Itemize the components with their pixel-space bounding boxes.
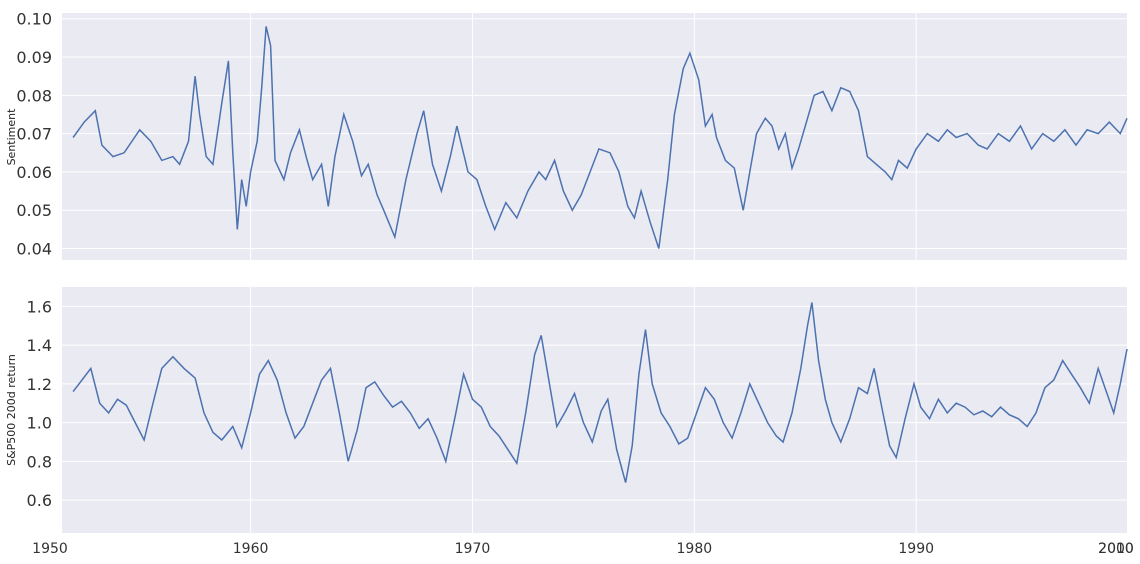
x-tick-label: 1970 [455, 541, 491, 557]
sp500-return-y-tick-label: 1.6 [27, 297, 52, 316]
sentiment-y-tick-label: 0.04 [16, 240, 52, 259]
sp500-return-y-tick-label: 1.2 [27, 375, 52, 394]
x-tick-label: 1950 [32, 541, 68, 557]
x-tick-label: 2010 [1098, 541, 1134, 557]
sentiment-panel: 0.04 0.05 0.06 0.07 0.08 0.09 0.10 Sentiment [5, 10, 1128, 260]
sp500-return-y-tick-label: 1.4 [27, 336, 52, 355]
x-tick-label: 1960 [233, 541, 269, 557]
sp500-return-axis-label: S&P500 200d return [5, 354, 18, 466]
x-tick-label: 1980 [677, 541, 713, 557]
x-tick-label: 1990 [898, 541, 934, 557]
sentiment-axis-label: Sentiment [5, 108, 18, 166]
sentiment-line [72, 26, 1128, 249]
sentiment-y-tick-label: 0.09 [16, 48, 52, 67]
sp500-return-y-tick-labels: 0.6 0.8 1.0 1.2 1.4 1.6 [27, 297, 52, 510]
sp500-return-y-tick-label: 0.6 [27, 491, 52, 510]
sentiment-y-tick-label: 0.05 [16, 201, 52, 220]
sentiment-y-tick-labels: 0.04 0.05 0.06 0.07 0.08 0.09 0.10 [16, 10, 52, 259]
sentiment-y-tick-label: 0.07 [16, 125, 52, 144]
x-tick-label: 2000 [1098, 541, 1134, 557]
sp500-return-y-tick-label: 0.8 [27, 452, 52, 471]
sentiment-y-tick-label: 0.06 [16, 163, 52, 182]
sentiment-plot-area [62, 13, 1127, 260]
sp500-return-y-tick-label: 1.0 [27, 414, 52, 433]
sentiment-y-tick-label: 0.10 [16, 10, 52, 29]
sp500-return-line [72, 302, 1128, 483]
sp500-return-panel: 0.6 0.8 1.0 1.2 1.4 1.6 S&P500 200d return [5, 287, 1128, 533]
sp500-return-gridlines [62, 287, 1127, 533]
sentiment-y-tick-label: 0.08 [16, 86, 52, 105]
